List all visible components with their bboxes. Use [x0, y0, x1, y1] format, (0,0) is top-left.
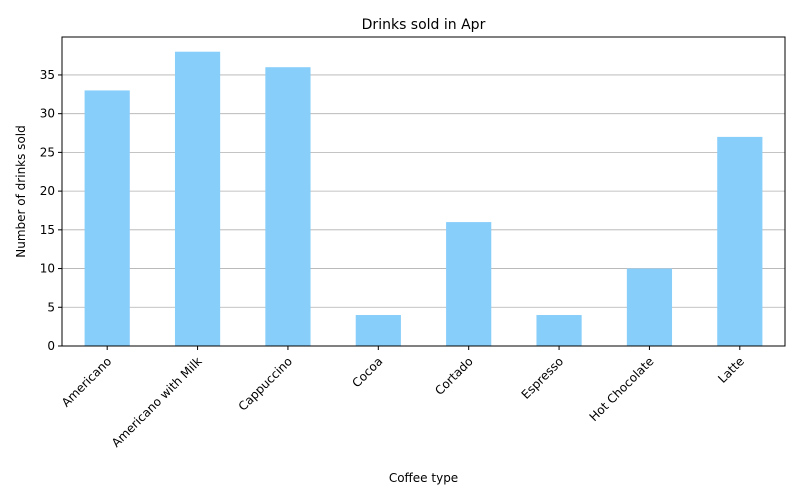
bar [536, 315, 582, 346]
y-tick-label: 35 [40, 68, 55, 82]
bar [265, 67, 311, 347]
bar [174, 51, 221, 346]
x-tick-label: Americano [59, 354, 114, 409]
x-tick-label: Americano with Milk [109, 354, 205, 450]
y-axis-label: Number of drinks sold [14, 125, 28, 257]
bar [717, 136, 763, 346]
y-tick-label: 15 [40, 223, 55, 237]
y-tick-label: 5 [47, 300, 55, 314]
bar [84, 90, 130, 346]
bars [84, 51, 763, 347]
y-tick-label: 30 [40, 107, 55, 121]
x-tick-label: Cappuccino [236, 354, 295, 413]
x-tick-label: Latte [715, 354, 747, 386]
bar [446, 222, 492, 346]
y-tick-label: 0 [47, 339, 55, 353]
y-tick-label: 10 [40, 262, 55, 276]
x-axis-label: Coffee type [389, 471, 458, 485]
chart-title: Drinks sold in Apr [362, 17, 486, 33]
x-tick-label: Cortado [432, 354, 476, 398]
x-tick-label: Espresso [519, 354, 567, 402]
y-tick-label: 20 [40, 184, 55, 198]
x-tick-label: Hot Chocolate [587, 354, 657, 424]
y-axis-ticks: 0 5 10 15 20 25 30 35 [40, 68, 62, 353]
bar [355, 315, 401, 346]
bar [626, 268, 673, 346]
x-tick-label: Cocoa [349, 354, 385, 390]
grid-lines [62, 74, 785, 308]
y-tick-label: 25 [40, 145, 55, 159]
